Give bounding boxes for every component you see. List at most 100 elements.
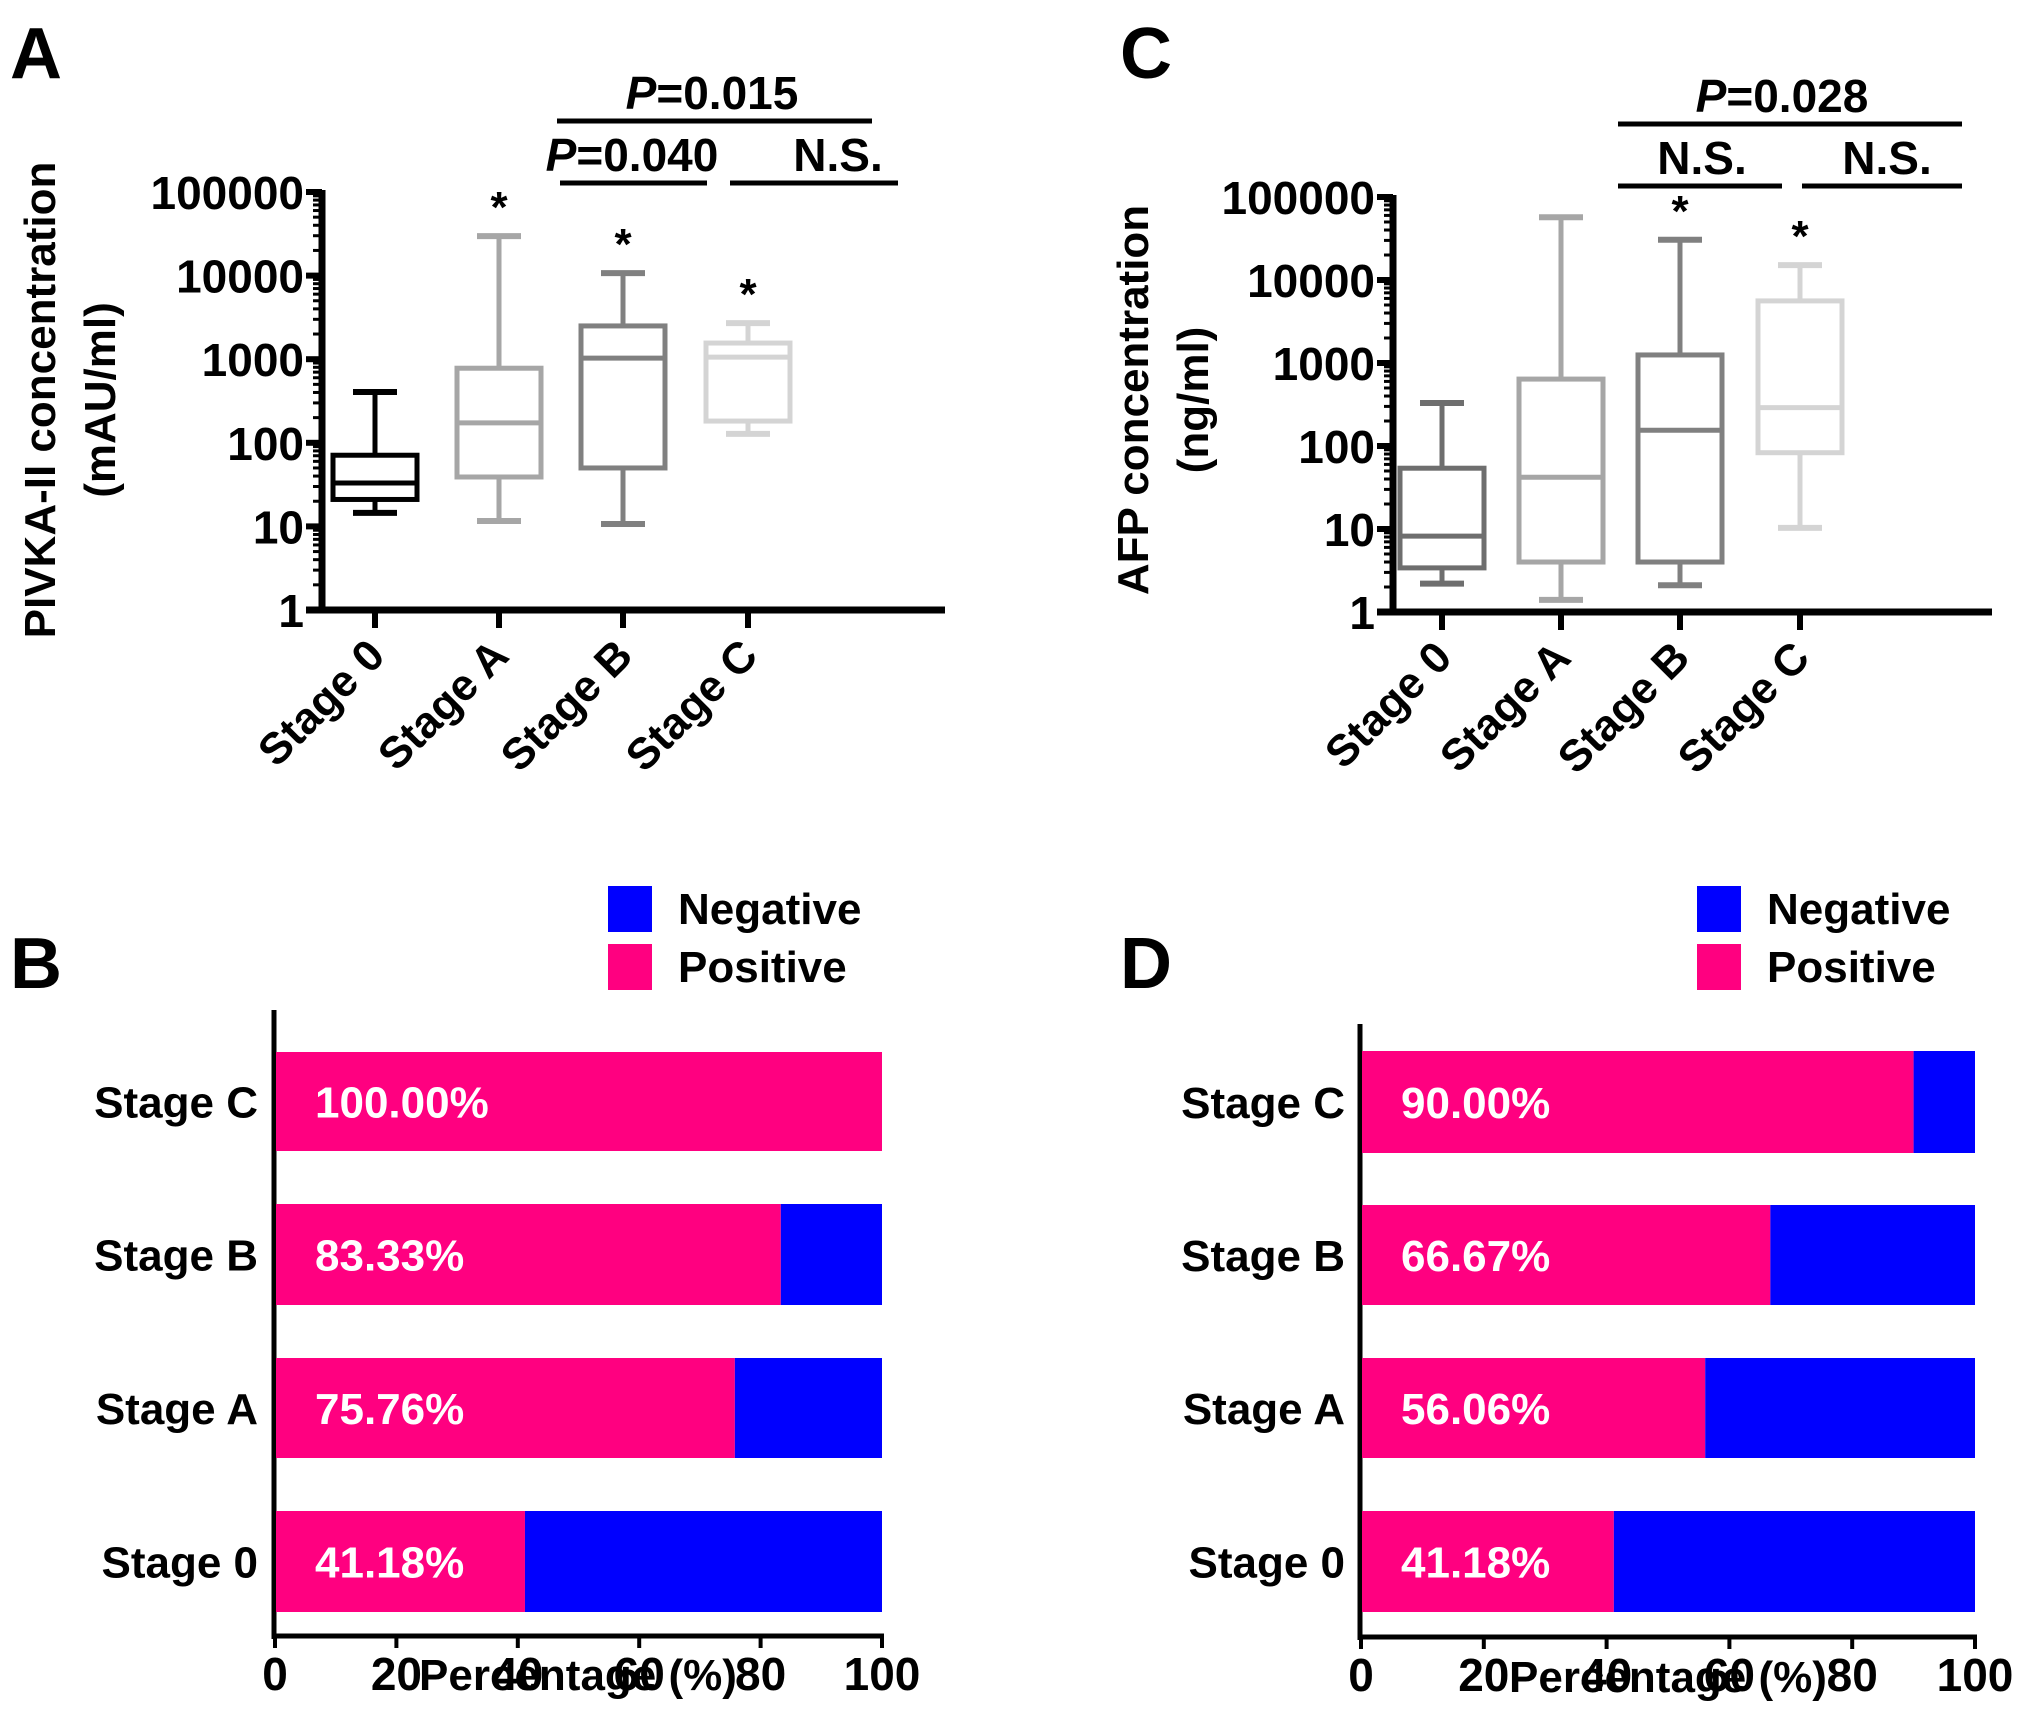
bar-value-label: 75.76% — [315, 1385, 464, 1434]
bar-value-label: 90.00% — [1401, 1079, 1550, 1128]
bar-row-stage-c: 90.00% Stage C — [1181, 1051, 1975, 1153]
significance-star: * — [739, 270, 757, 319]
y-category-label: Stage A — [1183, 1385, 1345, 1434]
significance-label: N.S. — [1842, 132, 1931, 184]
x-tick-label: 100 — [844, 1648, 921, 1700]
x-tick-label: 60 — [1704, 1649, 1755, 1701]
significance-label: N.S. — [793, 129, 882, 181]
bar-negative — [734, 1358, 882, 1458]
p-value: N.S. — [1842, 132, 1931, 184]
bar-row-stage-0: 41.18% Stage 0 — [1188, 1511, 1975, 1612]
y-axis-title-line2: (ng/ml) — [1169, 327, 1218, 474]
panel-b-stacked-bar: 0 20 40 60 80 100 Percentage (%) 100.00% Stage C… — [94, 885, 920, 1700]
y-tick-label: 100000 — [151, 167, 305, 219]
significance-label: P=0.015 — [626, 67, 799, 119]
bar-value-label: 41.18% — [315, 1539, 464, 1588]
significance-label: P=0.028 — [1696, 70, 1869, 122]
x-axis-title: Percentage (%) — [419, 1651, 737, 1700]
bar-row-stage-c: 100.00% Stage C — [94, 1052, 882, 1151]
box-stage-0 — [330, 389, 420, 516]
panel-d-stacked-bar: 0 20 40 60 80 100 Percentage (%) 90.00% Stage C 6… — [1181, 885, 2013, 1702]
legend-swatch — [1697, 944, 1741, 990]
y-category-label: Stage A — [96, 1385, 258, 1434]
box-stage-c: * — [703, 270, 793, 437]
x-axis-title: Percentage (%) — [1509, 1653, 1827, 1702]
bar-negative — [1770, 1205, 1975, 1305]
panel-label-c: C — [1120, 14, 1172, 94]
bar-negative — [780, 1204, 882, 1305]
box-iqr — [330, 452, 420, 502]
x-tick-label: 20 — [1458, 1649, 1509, 1701]
x-tick-label: 20 — [371, 1648, 422, 1700]
y-axis-title-line2: (mAU/ml) — [76, 302, 125, 498]
box-stage-0 — [1397, 399, 1487, 587]
bar-positive — [276, 1052, 882, 1151]
bar-negative — [1613, 1511, 1975, 1612]
significance-star: * — [490, 183, 508, 232]
y-category-label: Stage C — [1181, 1079, 1345, 1128]
legend-item-positive: Positive — [1697, 943, 1936, 992]
y-category-label: Stage B — [94, 1232, 258, 1281]
y-tick-label: 10000 — [1247, 255, 1375, 307]
bar-row-stage-0: 41.18% Stage 0 — [101, 1511, 882, 1612]
y-tick-label: 1 — [278, 585, 304, 637]
box-iqr — [1755, 298, 1845, 456]
significance-star: * — [1671, 187, 1689, 236]
bar-value-label: 100.00% — [315, 1079, 489, 1128]
y-tick-label: 100 — [1298, 421, 1375, 473]
bar-negative — [524, 1511, 882, 1612]
y-axis-title-line1: PIVKA-II concentration — [16, 162, 65, 639]
y-category-label: Stage C — [94, 1079, 258, 1128]
y-tick-label: 10 — [1324, 504, 1375, 556]
p-symbol: P — [1696, 70, 1727, 122]
bar-positive — [276, 1204, 781, 1305]
legend-label: Positive — [678, 943, 847, 992]
bar-row-stage-a: 56.06% Stage A — [1183, 1358, 1975, 1458]
bar-value-label: 56.06% — [1401, 1385, 1550, 1434]
legend-swatch — [608, 944, 652, 990]
x-tick-label: 40 — [1581, 1649, 1632, 1701]
box-stage-a: * — [454, 183, 544, 525]
y-category-label: Stage B — [1181, 1232, 1345, 1281]
y-tick-label: 100000 — [1222, 172, 1376, 224]
legend-item-negative: Negative — [1697, 885, 1950, 934]
significance-star: * — [614, 220, 632, 269]
box-stage-b: * — [1635, 187, 1725, 589]
y-tick-label: 1 — [1349, 587, 1375, 639]
box-stage-a — [1516, 214, 1606, 603]
x-tick-label: 0 — [262, 1648, 288, 1700]
legend-label: Negative — [1767, 885, 1950, 934]
legend-item-negative: Negative — [608, 885, 861, 934]
x-tick-label: 0 — [1348, 1649, 1374, 1701]
x-tick-label: 80 — [735, 1648, 786, 1700]
box-iqr — [578, 323, 668, 471]
y-tick-label: 10 — [253, 501, 304, 553]
p-value: =0.040 — [576, 129, 718, 181]
y-category-label: Stage 0 — [101, 1539, 258, 1588]
bar-value-label: 41.18% — [1401, 1539, 1550, 1588]
bar-row-stage-b: 83.33% Stage B — [94, 1204, 882, 1305]
box-iqr — [1397, 465, 1487, 571]
x-tick-label: 40 — [492, 1648, 543, 1700]
p-symbol: P — [546, 129, 577, 181]
y-tick-label: 1000 — [1273, 338, 1375, 390]
legend-item-positive: Positive — [608, 943, 847, 992]
legend-swatch — [1697, 886, 1741, 932]
box-iqr — [1516, 376, 1606, 565]
legend-label: Negative — [678, 885, 861, 934]
significance-label: N.S. — [1657, 132, 1746, 184]
box-stage-b: * — [578, 220, 668, 527]
bar-value-label: 66.67% — [1401, 1232, 1550, 1281]
y-axis-title-line1: AFP concentration — [1109, 205, 1158, 595]
x-tick-label: 100 — [1937, 1649, 2014, 1701]
bar-positive — [276, 1358, 735, 1458]
significance-label: P=0.040 — [546, 129, 719, 181]
bar-negative — [1705, 1358, 1975, 1458]
panel-label-b: B — [10, 924, 62, 1004]
bar-positive — [1362, 1051, 1914, 1153]
panel-label-d: D — [1120, 924, 1172, 1004]
y-category-label: Stage 0 — [1188, 1539, 1345, 1588]
x-tick-label: 60 — [614, 1648, 665, 1700]
bar-negative — [1913, 1051, 1975, 1153]
